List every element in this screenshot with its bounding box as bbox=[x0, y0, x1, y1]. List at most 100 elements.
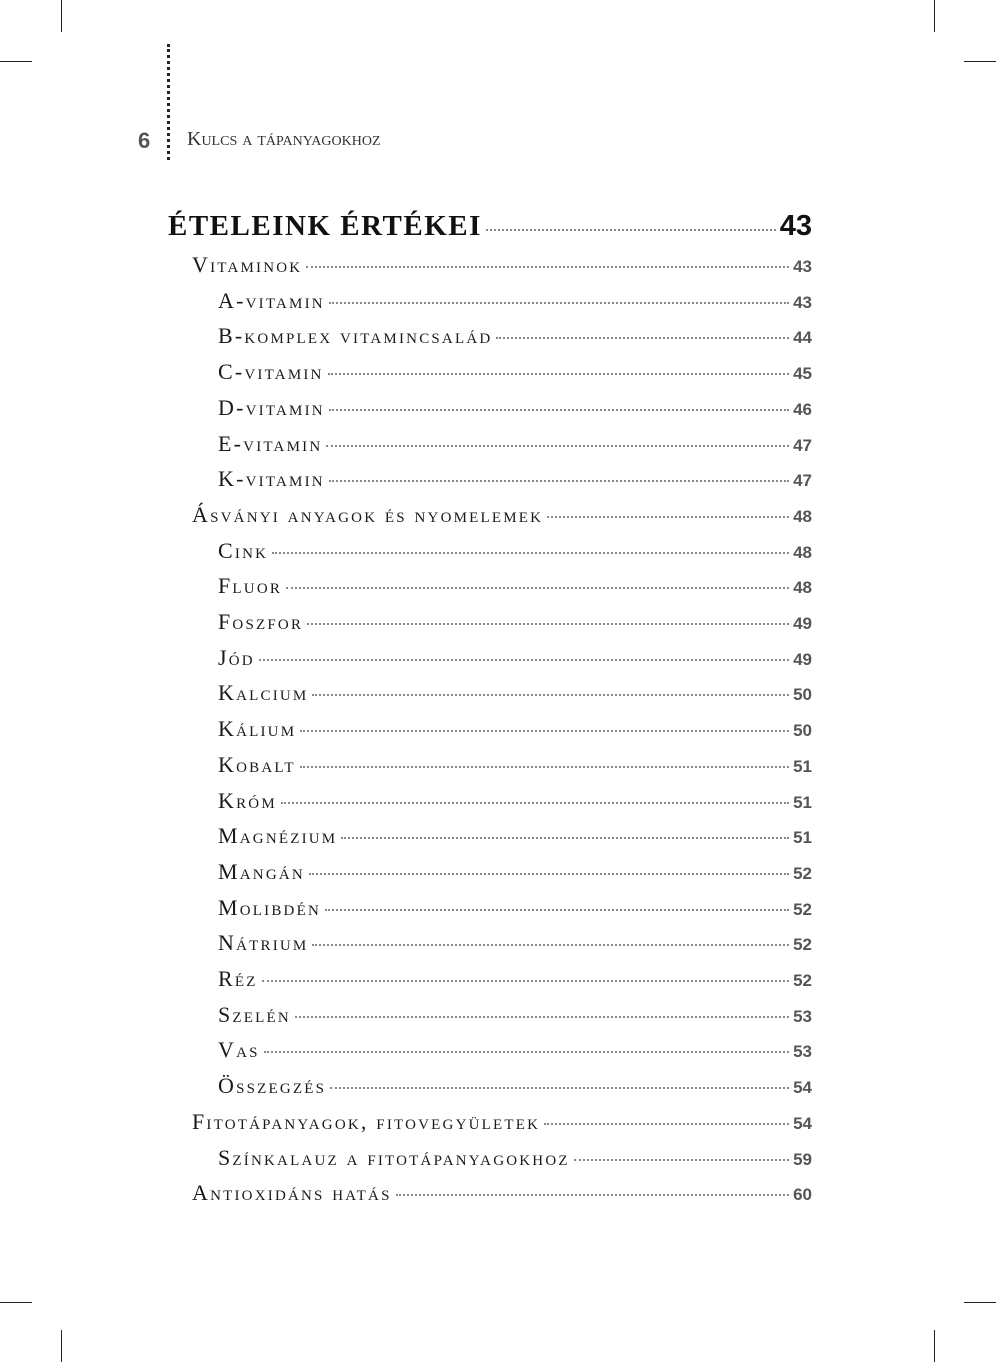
toc-entry-label: Magnézium bbox=[218, 823, 338, 849]
toc-entry[interactable]: Fluor 48 bbox=[218, 573, 812, 599]
leader-dots bbox=[328, 408, 790, 411]
toc-entry[interactable]: Szelén 53 bbox=[218, 1002, 812, 1028]
toc-entry[interactable]: Összegzés 54 bbox=[218, 1073, 812, 1099]
leader-dots bbox=[307, 623, 790, 625]
leader-dots bbox=[341, 837, 790, 840]
toc-entry-page: 54 bbox=[793, 1078, 812, 1098]
leader-dots bbox=[306, 266, 790, 268]
toc-entry[interactable]: Antioxidáns hatás 60 bbox=[192, 1180, 812, 1206]
toc-entry[interactable]: Vitaminok 43 bbox=[192, 252, 812, 278]
running-title: Kulcs a tápanyagokhoz bbox=[187, 128, 381, 150]
toc-entry-page: 50 bbox=[793, 721, 812, 741]
toc-chapter-title[interactable]: ÉTELEINK ÉRTÉKEI 43 bbox=[168, 210, 812, 243]
toc-entry-page: 43 bbox=[793, 257, 812, 276]
toc-entry-label: Molibdén bbox=[218, 894, 321, 920]
leader-dots bbox=[312, 944, 790, 947]
leader-dots bbox=[544, 1122, 790, 1125]
leader-dots bbox=[326, 444, 790, 447]
leader-dots bbox=[308, 872, 790, 875]
crop-mark bbox=[0, 61, 32, 62]
leader-dots bbox=[294, 1015, 790, 1018]
toc-entry[interactable]: Kobalt 51 bbox=[218, 752, 812, 778]
crop-mark bbox=[934, 0, 935, 32]
toc-entry-page: 53 bbox=[793, 1006, 812, 1026]
toc-entry[interactable]: E-vitamin 47 bbox=[218, 431, 812, 457]
leader-dots bbox=[299, 765, 790, 768]
leader-dots bbox=[324, 908, 790, 911]
crop-mark bbox=[0, 1302, 32, 1303]
toc-entry[interactable]: Kalcium 50 bbox=[218, 680, 812, 706]
toc-entry-page: 50 bbox=[793, 685, 812, 705]
toc-entry-page: 48 bbox=[793, 506, 812, 526]
toc-entry-label: C-vitamin bbox=[218, 359, 324, 385]
toc-entry[interactable]: K-vitamin 47 bbox=[218, 466, 812, 492]
toc-entry-label: Foszfor bbox=[218, 609, 304, 634]
toc-entry[interactable]: A-vitamin 43 bbox=[218, 288, 812, 314]
crop-mark bbox=[964, 1302, 996, 1303]
toc-entry[interactable]: Jód 49 bbox=[218, 645, 812, 671]
toc-entry-page: 48 bbox=[793, 542, 812, 562]
toc-entry[interactable]: Fitotápanyagok, fitovegyületek 54 bbox=[192, 1109, 812, 1135]
leader-dots bbox=[485, 229, 776, 231]
toc-entry-label: Fluor bbox=[218, 573, 283, 599]
toc-entry-label: Vas bbox=[218, 1037, 260, 1063]
crop-mark bbox=[934, 1330, 935, 1362]
toc-entry[interactable]: Ásványi anyagok és nyomelemek 48 bbox=[192, 502, 812, 528]
toc-entry-page: 48 bbox=[793, 578, 812, 598]
toc-entry-page: 53 bbox=[793, 1042, 812, 1062]
toc-entry[interactable]: Kálium 50 bbox=[218, 716, 812, 742]
toc-entry[interactable]: Króm 51 bbox=[218, 788, 812, 814]
toc-entry-page: 44 bbox=[793, 328, 812, 348]
toc-entry[interactable]: C-vitamin 45 bbox=[218, 359, 812, 385]
toc-entry[interactable]: D-vitamin 46 bbox=[218, 395, 812, 421]
toc-entry-label: Vitaminok bbox=[192, 252, 303, 277]
toc-entry-page: 45 bbox=[793, 364, 812, 384]
toc-entry-label: Kalcium bbox=[218, 680, 309, 706]
toc-entry-label: Nátrium bbox=[218, 930, 309, 956]
leader-dots bbox=[573, 1158, 790, 1161]
toc-entry-page: 51 bbox=[793, 792, 812, 812]
toc-entry-page: 51 bbox=[793, 828, 812, 848]
toc-entry-label: K-vitamin bbox=[218, 466, 325, 492]
leader-dots bbox=[258, 658, 790, 661]
toc-entry-label: Fitotápanyagok, fitovegyületek bbox=[192, 1108, 541, 1134]
toc-entry[interactable]: Cink 48 bbox=[218, 538, 812, 564]
leader-dots bbox=[272, 551, 790, 554]
toc-entry[interactable]: Vas 53 bbox=[218, 1037, 812, 1063]
toc-entry-label: Réz bbox=[218, 966, 258, 991]
leader-dots bbox=[286, 587, 790, 590]
toc-entry-page: 46 bbox=[793, 399, 812, 419]
toc-entry-label: A-vitamin bbox=[218, 287, 325, 313]
toc-entry-label: Króm bbox=[218, 787, 277, 813]
leader-dots bbox=[496, 337, 790, 340]
toc-entry[interactable]: B-komplex vitamincsalád 44 bbox=[218, 323, 812, 349]
toc-entry-label: Mangán bbox=[218, 858, 305, 884]
toc-entry-label: Cink bbox=[218, 537, 269, 563]
toc-entry-page: 52 bbox=[793, 971, 812, 990]
toc-entry[interactable]: Réz 52 bbox=[218, 966, 812, 992]
toc-entry[interactable]: Molibdén 52 bbox=[218, 895, 812, 921]
toc-entry[interactable]: Nátrium 52 bbox=[218, 930, 812, 956]
toc-entry-label: Összegzés bbox=[218, 1073, 327, 1099]
toc-entry-label: Antioxidáns hatás bbox=[192, 1180, 392, 1206]
toc-entry-page: 49 bbox=[793, 614, 812, 633]
toc-entry[interactable]: Foszfor 49 bbox=[218, 609, 812, 635]
page-number: 6 bbox=[138, 128, 151, 153]
toc-entry-page: 49 bbox=[793, 649, 812, 669]
toc-entry[interactable]: Mangán 52 bbox=[218, 859, 812, 885]
leader-dots bbox=[261, 980, 790, 982]
crop-mark bbox=[964, 61, 996, 62]
toc-entry-page: 54 bbox=[793, 1113, 812, 1133]
toc-entry[interactable]: Színkalauz a fitotápanyagokhoz 59 bbox=[218, 1145, 812, 1171]
toc-entry-page: 47 bbox=[793, 435, 812, 455]
toc-entry-label: Színkalauz a fitotápanyagokhoz bbox=[218, 1144, 570, 1170]
toc-entry-label: Szelén bbox=[218, 1001, 291, 1027]
toc-entry-page: 52 bbox=[793, 935, 812, 955]
toc-entry-label: B-komplex vitamincsalád bbox=[218, 323, 493, 349]
leader-dots bbox=[327, 373, 790, 376]
toc-entry-page: 47 bbox=[793, 471, 812, 491]
toc-entry-label: Kobalt bbox=[218, 751, 296, 777]
leader-dots bbox=[328, 301, 790, 304]
toc-entry[interactable]: Magnézium 51 bbox=[218, 823, 812, 849]
toc-title-page: 43 bbox=[779, 210, 812, 242]
